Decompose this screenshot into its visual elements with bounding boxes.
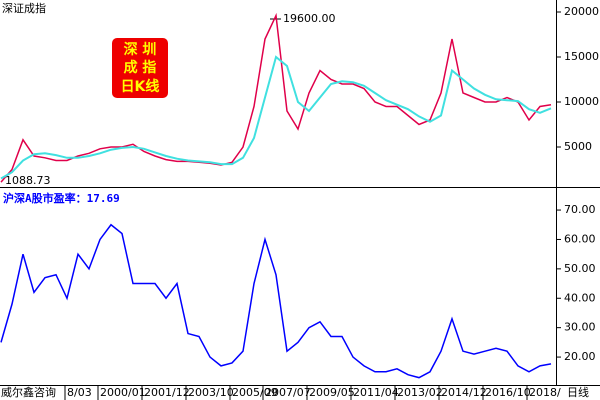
annotation: 19600.00 bbox=[283, 12, 336, 25]
badge-text: 日K线 bbox=[121, 78, 160, 95]
annotation: 1088.73 bbox=[5, 174, 51, 187]
y-tick-label: 20000 bbox=[564, 5, 599, 18]
chart-title: 深证成指 bbox=[2, 1, 46, 15]
data-line bbox=[0, 12, 552, 183]
y-tick-label: 20.00 bbox=[564, 350, 596, 363]
badge-text: 成 指 bbox=[124, 59, 157, 76]
y-tick-label: 60.00 bbox=[564, 232, 596, 245]
x-tick-label: 2014/12 bbox=[441, 386, 487, 399]
y-tick-label: 10000 bbox=[564, 95, 599, 108]
x-tick-label: 2018/ bbox=[529, 386, 561, 399]
x-tick-label: 2003/10 bbox=[188, 386, 234, 399]
chart-title: 沪深A股市盈率：17.69 bbox=[3, 191, 120, 205]
period: 日线 bbox=[567, 385, 589, 399]
x-tick-label: 2016/10 bbox=[485, 386, 531, 399]
y-tick-label: 50.00 bbox=[564, 262, 596, 275]
x-tick-label: 2001/12 bbox=[144, 386, 190, 399]
x-tick-label: 2005/09 bbox=[232, 386, 278, 399]
y-tick-label: 5000 bbox=[564, 140, 592, 153]
badge-text: 深 圳 bbox=[124, 41, 157, 58]
x-tick-label: 2007/07 bbox=[265, 386, 311, 399]
y-tick-label: 30.00 bbox=[564, 321, 596, 334]
y-tick-label: 70.00 bbox=[564, 203, 596, 216]
y-tick-label: 15000 bbox=[564, 50, 599, 63]
x-tick-label: 2013/02 bbox=[397, 386, 443, 399]
data-line bbox=[0, 55, 552, 180]
data-line bbox=[0, 223, 552, 379]
x-tick-label: 8/03 bbox=[67, 386, 92, 399]
x-tick-label: 2009/05 bbox=[309, 386, 355, 399]
x-tick-label: 2000/01 bbox=[100, 386, 146, 399]
y-tick-label: 40.00 bbox=[564, 291, 596, 304]
source: 威尔鑫咨询 bbox=[1, 385, 56, 399]
badge bbox=[112, 38, 168, 98]
x-tick-label: 2011/04 bbox=[353, 386, 399, 399]
